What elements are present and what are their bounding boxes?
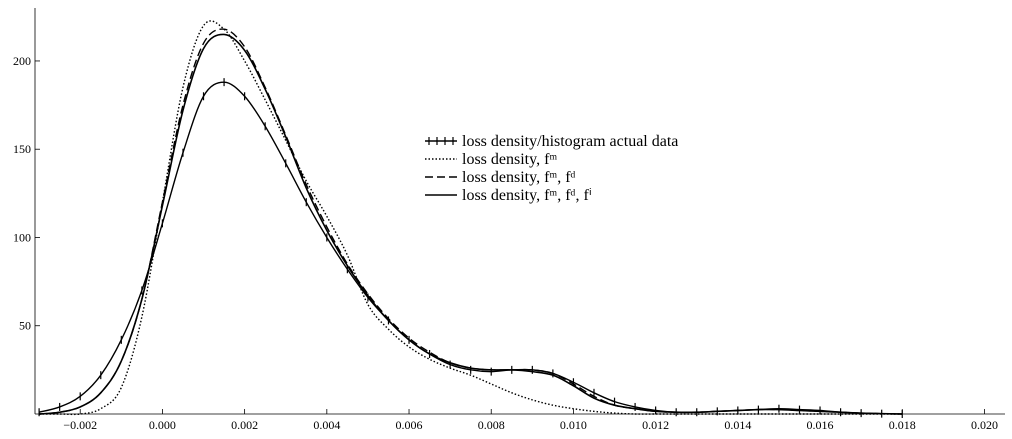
- x-tick-label: 0.012: [642, 418, 669, 432]
- legend-label: loss density/histogram actual data: [462, 133, 678, 150]
- x-tick-label: 0.006: [396, 418, 423, 432]
- legend-label: loss density, fᵐ: [462, 151, 557, 168]
- y-tick-label: 100: [13, 230, 31, 244]
- x-tick-label: 0.018: [889, 418, 916, 432]
- x-tick-label: 0.020: [971, 418, 998, 432]
- series-line: [39, 33, 903, 415]
- x-tick-label: 0.008: [478, 418, 505, 432]
- y-tick-label: 50: [19, 319, 31, 333]
- x-tick-label: 0.002: [231, 418, 258, 432]
- x-tick-label: 0.014: [724, 418, 751, 432]
- series-line: [39, 20, 903, 416]
- x-tick-label: 0.000: [149, 418, 176, 432]
- series-line: [39, 28, 903, 415]
- x-tick-label: −0.002: [63, 418, 97, 432]
- legend-label: loss density, fᵐ, fᵈ, fⁱ: [462, 187, 592, 204]
- y-tick-label: 200: [13, 54, 31, 68]
- y-tick-label: 150: [13, 142, 31, 156]
- x-tick-label: 0.010: [560, 418, 587, 432]
- x-tick-label: 0.004: [313, 418, 340, 432]
- series-line: [38, 81, 903, 415]
- legend-label: loss density, fᵐ, fᵈ: [462, 169, 576, 186]
- x-tick-label: 0.016: [807, 418, 834, 432]
